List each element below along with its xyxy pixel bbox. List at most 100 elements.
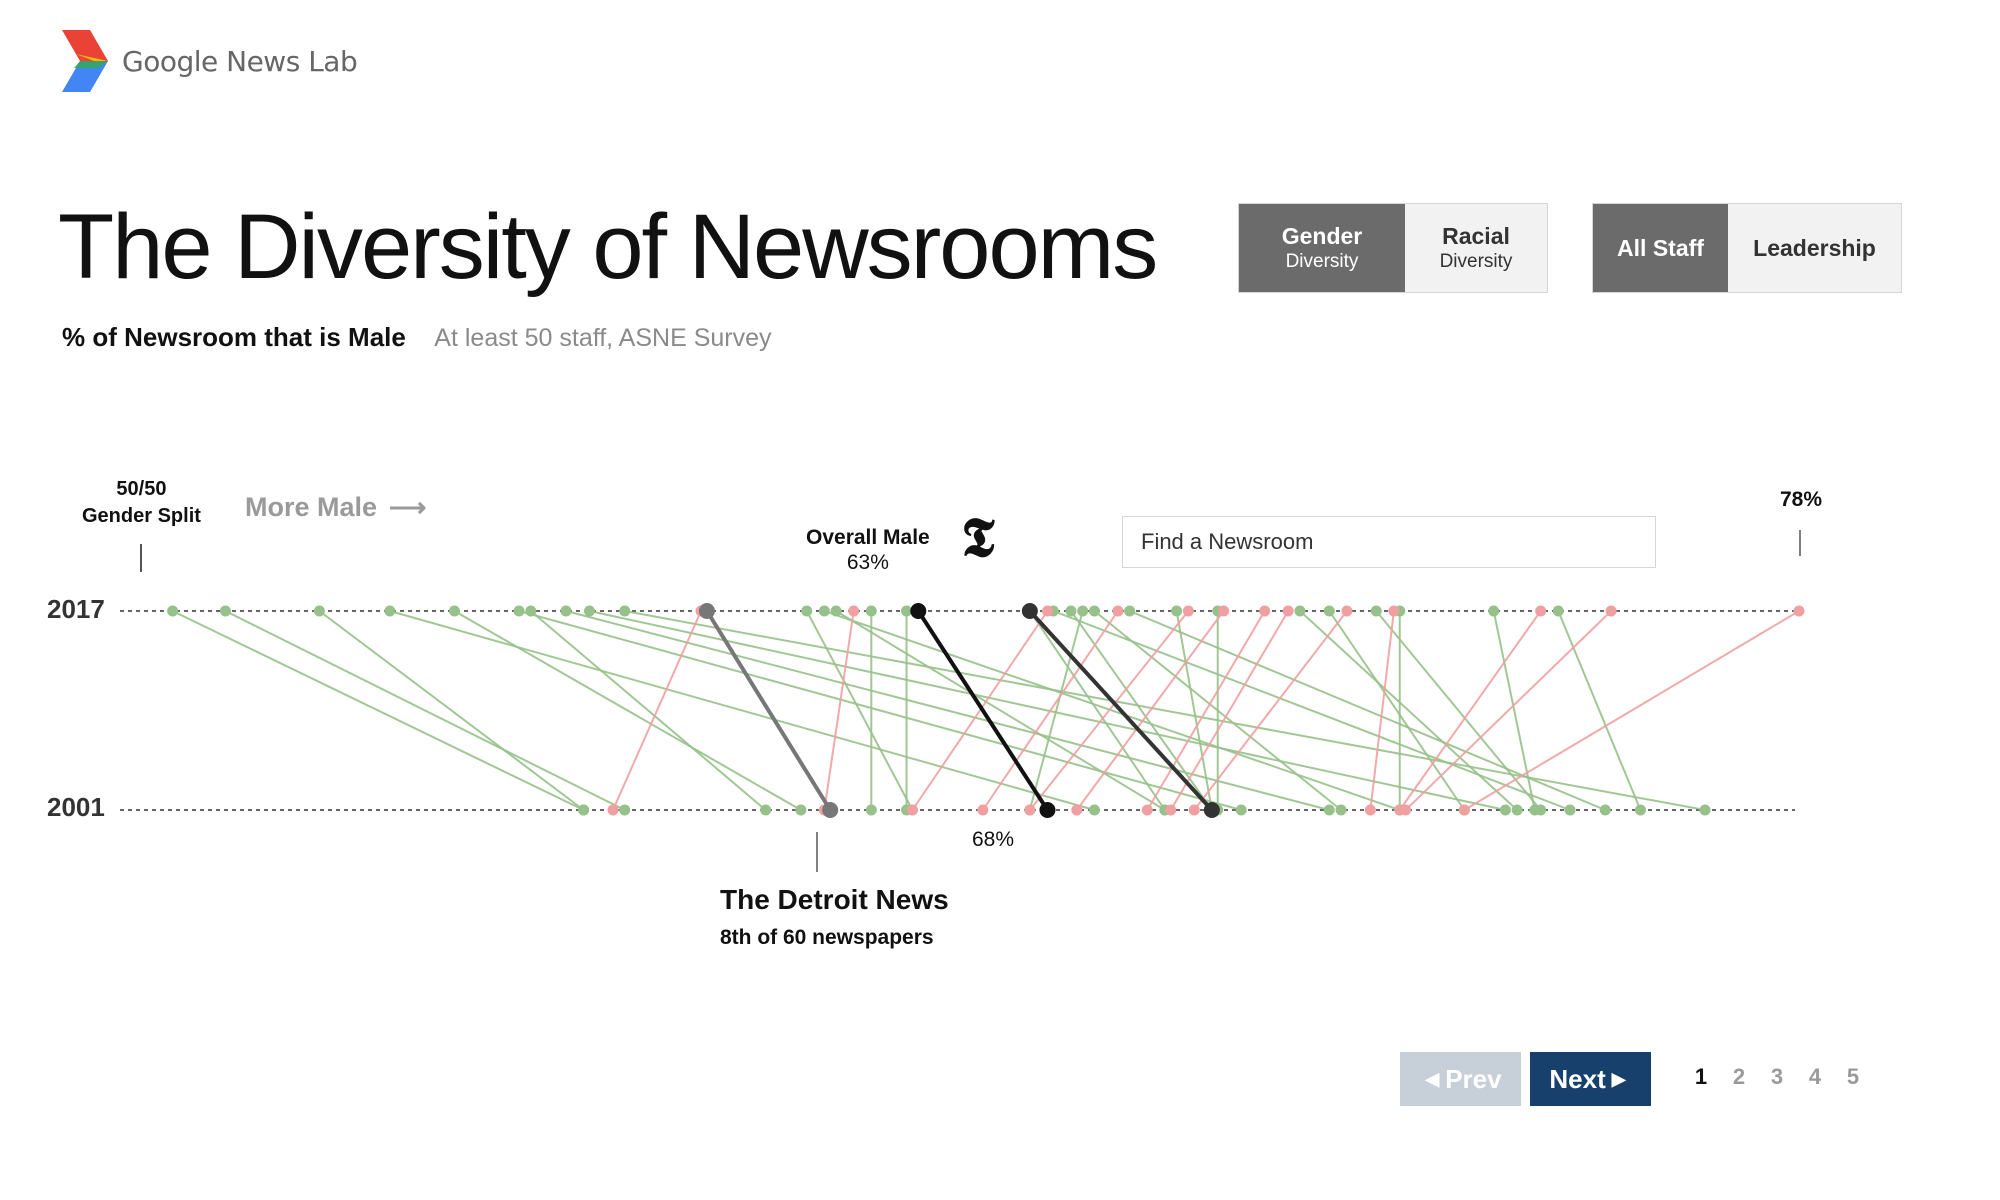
newsroom-line	[1328, 610, 1466, 811]
newsroom-dot-2001	[795, 804, 807, 816]
newsroom-dot-2001	[1599, 804, 1611, 816]
newsroom-line	[1404, 610, 1612, 811]
prev-button[interactable]: ◀ Prev	[1400, 1052, 1521, 1106]
newsroom-dot-2001	[1699, 804, 1711, 816]
newsroom-line	[1369, 610, 1395, 811]
newsroom-line	[1029, 610, 1166, 811]
newsroom-dot-2017	[1171, 605, 1183, 617]
newsroom-dot-2017	[560, 605, 572, 617]
newsroom-line	[1492, 610, 1536, 811]
all-staff-button[interactable]: All Staff	[1593, 204, 1728, 292]
newsroom-line	[1375, 610, 1542, 811]
highlighted-newsroom-rank: 8th of 60 newspapers	[720, 926, 934, 949]
subtitle-main: % of Newsroom that is Male	[62, 322, 406, 352]
gender-diversity-label-2: Diversity	[1285, 250, 1359, 272]
next-label: Next	[1549, 1063, 1606, 1094]
overall-male-label: Overall Male 63%	[806, 525, 930, 575]
newsroom-line	[1029, 610, 1190, 811]
newsroom-dot-2001	[906, 804, 918, 816]
newsroom-dot-2017	[1041, 605, 1053, 617]
pagination-pages: 1 2 3 4 5	[1682, 1064, 1872, 1090]
find-newsroom-input[interactable]	[1122, 516, 1656, 568]
newsroom-line	[1557, 610, 1642, 811]
page-4[interactable]: 4	[1808, 1064, 1822, 1089]
newsroom-dot-2001	[1400, 804, 1412, 816]
newsroom-line	[565, 610, 1330, 811]
chevron-right-icon: ▶	[1611, 1068, 1626, 1089]
staff-toggle: All Staff Leadership	[1592, 203, 1902, 293]
newsroom-line	[911, 610, 1049, 811]
prev-label: Prev	[1445, 1063, 1502, 1094]
newsroom-dot-2001	[865, 804, 877, 816]
newsroom-dot-2017	[818, 605, 830, 617]
newsroom-line	[1052, 610, 1571, 811]
newsroom-dot-2017	[1370, 605, 1382, 617]
newsroom-line	[453, 610, 802, 811]
newsroom-dot-2001	[1165, 804, 1177, 816]
newsroom-dot-2001	[1458, 804, 1470, 816]
newsroom-line	[225, 610, 626, 811]
newsroom-line	[1169, 610, 1290, 811]
newsroom-dot-2017	[830, 605, 842, 617]
newsroom-line	[1076, 610, 1225, 811]
newsroom-line	[530, 610, 767, 811]
nyt-logo-icon[interactable]: 𝕿	[961, 504, 995, 569]
newsroom-dot-2001	[1088, 804, 1100, 816]
year-2001-label: 2001	[47, 792, 105, 822]
overall-male-title: Overall Male	[806, 526, 930, 549]
gender-split-line-2: Gender Split	[82, 505, 201, 527]
next-button[interactable]: Next ▶	[1530, 1052, 1651, 1106]
nyt-dot-2017	[1021, 603, 1038, 619]
page-title: The Diversity of Newsrooms	[58, 196, 1158, 298]
diversity-toggle: Gender Diversity Racial Diversity	[1238, 203, 1548, 293]
newsroom-dot-2017	[1282, 605, 1294, 617]
newsroom-dot-2017	[448, 605, 460, 617]
all-staff-label: All Staff	[1617, 234, 1704, 261]
nyt-2001-value-label: 68%	[972, 828, 1015, 851]
google-news-lab-logo[interactable]: Google News Lab	[62, 30, 358, 92]
newsroom-dot-2017	[1341, 605, 1353, 617]
page-3[interactable]: 3	[1770, 1064, 1784, 1089]
newsroom-dot-2017	[219, 605, 231, 617]
newsroom-dot-2017	[583, 605, 595, 617]
racial-diversity-button[interactable]: Racial Diversity	[1405, 204, 1547, 292]
newsroom-dot-2001	[607, 804, 619, 816]
newsroom-dot-2017	[1259, 605, 1271, 617]
newsroom-dot-2001	[977, 804, 989, 816]
highlighted-newsroom-line	[705, 609, 832, 812]
page-5[interactable]: 5	[1846, 1064, 1860, 1089]
page-1[interactable]: 1	[1694, 1064, 1708, 1089]
newsroom-dot-2017	[1218, 605, 1230, 617]
newsroom-dot-2017	[865, 605, 877, 617]
overall-male-value: 63%	[846, 551, 889, 574]
newsroom-dot-2001	[1529, 804, 1541, 816]
newsroom-dot-2017	[1294, 605, 1306, 617]
newsroom-dot-2001	[1564, 804, 1576, 816]
highlighted-newsroom-dot-2017	[698, 603, 715, 619]
newsroom-line	[318, 610, 585, 811]
newsroom-line	[1093, 610, 1342, 811]
gender-diversity-button[interactable]: Gender Diversity	[1239, 204, 1405, 292]
subtitle: % of Newsroom that is Male At least 50 s…	[62, 322, 772, 353]
newsroom-dot-2017	[1793, 605, 1805, 617]
newsroom-dot-2017	[1077, 605, 1089, 617]
newsroom-dot-2001	[1235, 804, 1247, 816]
newsroom-dot-2017	[1124, 605, 1136, 617]
newsroom-dot-2017	[801, 605, 813, 617]
page-2[interactable]: 2	[1732, 1064, 1746, 1089]
newsroom-dot-2001	[1323, 804, 1335, 816]
nyt-dot-2001	[1203, 802, 1220, 818]
more-male-text: More Male	[245, 492, 378, 522]
leadership-button[interactable]: Leadership	[1728, 204, 1901, 292]
overall-male-line	[916, 609, 1050, 812]
newsroom-dot-2001	[619, 804, 631, 816]
newsroom-line	[1299, 610, 1518, 811]
newsroom-line	[805, 610, 914, 811]
max-value-label: 78%	[1780, 488, 1823, 511]
newsroom-line	[589, 610, 1506, 811]
newsroom-dot-2017	[313, 605, 325, 617]
newsroom-line	[1028, 610, 1084, 811]
highlighted-newsroom-label: The Detroit News 8th of 60 newspapers	[720, 884, 949, 950]
newsroom-dot-2017	[1182, 605, 1194, 617]
newsroom-dot-2017	[1488, 605, 1500, 617]
